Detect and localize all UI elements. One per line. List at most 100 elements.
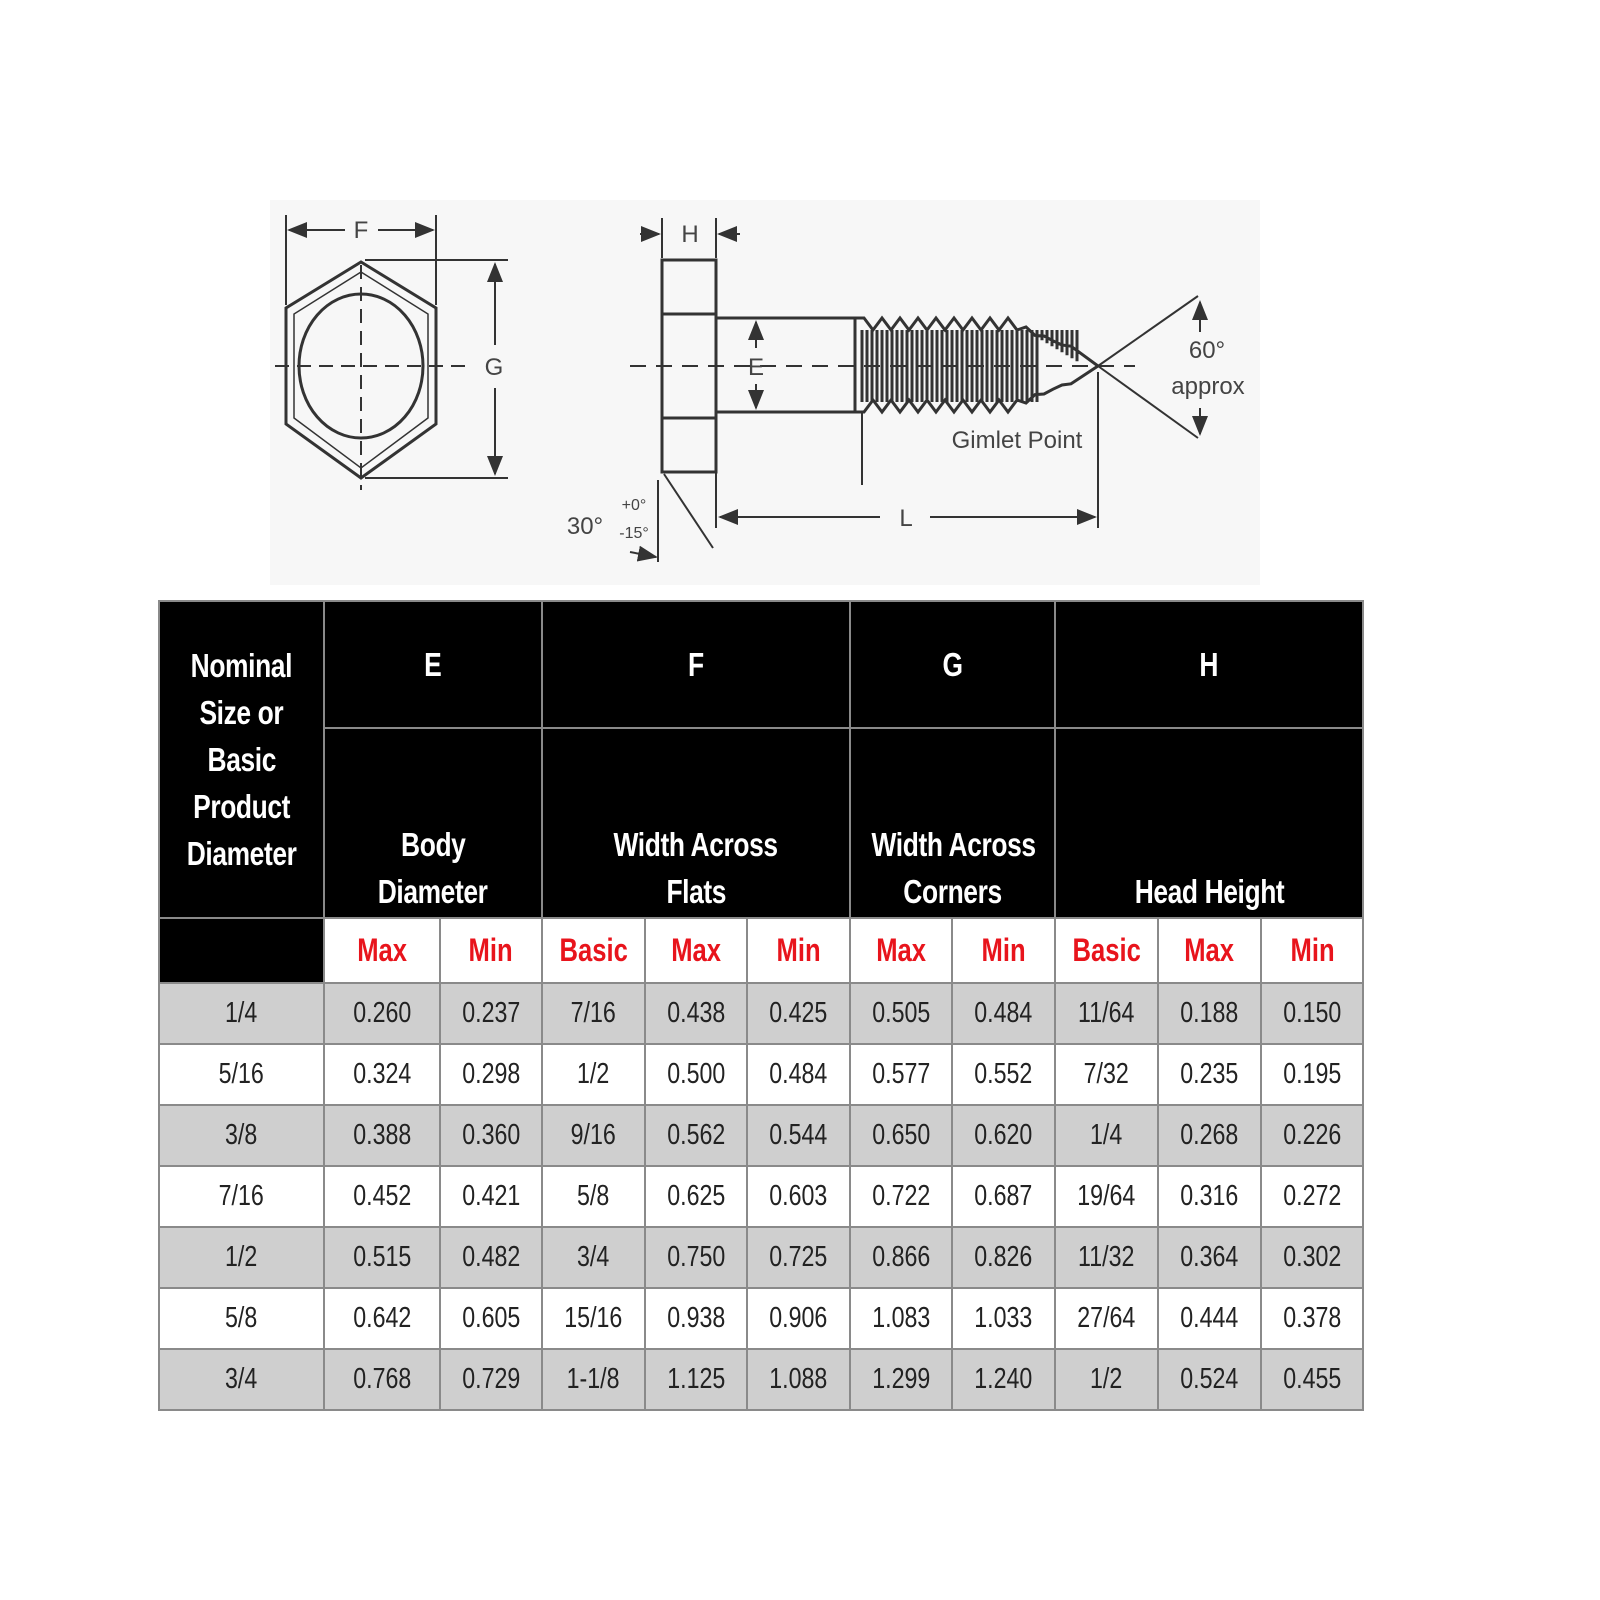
table-cell: 5/8: [541, 1165, 647, 1228]
group-letter-g: G: [849, 600, 1057, 729]
f-label: F: [354, 217, 369, 244]
table-cell: 0.605: [438, 1287, 544, 1350]
sub-header: Min: [951, 917, 1057, 984]
tolerance-plus-label: +0°: [622, 497, 647, 514]
table-row: 7/16 0.452 0.421 5/8 0.625 0.603 0.722 0.687 19/…: [158, 1165, 1365, 1228]
h-label: H: [681, 221, 698, 248]
table-cell: 11/32: [1054, 1226, 1160, 1289]
blank-header-cell: [158, 917, 325, 984]
sub-header: Min: [746, 917, 852, 984]
table-cell: 0.235: [1157, 1043, 1263, 1106]
sub-header: Max: [644, 917, 749, 984]
table-cell: 0.729: [438, 1348, 544, 1411]
table-cell: 0.866: [849, 1226, 954, 1289]
table-cell: 0.188: [1157, 982, 1263, 1045]
table-cell: 0.750: [644, 1226, 749, 1289]
table-cell: 0.237: [438, 982, 544, 1045]
group-desc-width-across-flats: Width Across Flats: [541, 727, 852, 919]
table-cell: 0.768: [323, 1348, 441, 1411]
table-cell: 0.826: [951, 1226, 1057, 1289]
table-cell: 1.083: [849, 1287, 954, 1350]
table-cell: 0.378: [1260, 1287, 1365, 1350]
table-cell: 0.438: [644, 982, 749, 1045]
lag-screw-dimension-diagram: F G H E L 60° approx Gimlet Point 30° +0…: [270, 200, 1260, 585]
table-cell: 0.260: [323, 982, 441, 1045]
chamfer-angle-label: 30°: [567, 513, 603, 540]
table-cell: 0.500: [644, 1043, 749, 1106]
table-cell: 1/2: [1054, 1348, 1160, 1411]
group-letter-e: E: [322, 600, 544, 729]
table-cell: 0.421: [438, 1165, 544, 1228]
table-cell: 0.625: [644, 1165, 749, 1228]
nominal-size-cell: 3/4: [158, 1348, 325, 1411]
sub-header: Max: [323, 917, 441, 984]
table-cell: 0.150: [1260, 982, 1365, 1045]
table-cell: 0.687: [951, 1165, 1057, 1228]
table-row: 3/8 0.388 0.360 9/16 0.562 0.544 0.650 0.620 1/4…: [158, 1104, 1365, 1167]
table-cell: 0.226: [1260, 1104, 1365, 1167]
tolerance-minus-label: -15°: [619, 525, 649, 542]
table-cell: 1.088: [746, 1348, 852, 1411]
table-cell: 0.452: [323, 1165, 441, 1228]
table-cell: 11/64: [1054, 982, 1160, 1045]
table-row: 1/2 0.515 0.482 3/4 0.750 0.725 0.866 0.826 11/3…: [158, 1226, 1365, 1289]
table-cell: 0.484: [746, 1043, 852, 1106]
table-cell: 0.360: [438, 1104, 544, 1167]
nominal-size-header: Nominal Size or Basic Product Diameter: [158, 600, 325, 919]
table-cell: 0.425: [746, 982, 852, 1045]
table-cell: 3/4: [541, 1226, 647, 1289]
table-cell: 0.603: [746, 1165, 852, 1228]
table-cell: 9/16: [541, 1104, 647, 1167]
group-letter-f: F: [541, 600, 852, 729]
table-cell: 0.324: [323, 1043, 441, 1106]
sub-header: Basic: [1054, 917, 1160, 984]
table-cell: 15/16: [541, 1287, 647, 1350]
table-cell: 1.240: [951, 1348, 1057, 1411]
table-cell: 0.482: [438, 1226, 544, 1289]
table-cell: 1.299: [849, 1348, 954, 1411]
table-cell: 0.195: [1260, 1043, 1365, 1106]
table-cell: 0.562: [644, 1104, 749, 1167]
lag-screw-dimensions-table: Nominal Size or Basic Product Diameter E…: [158, 600, 1365, 1411]
nominal-size-cell: 1/4: [158, 982, 325, 1045]
table-row: 5/16 0.324 0.298 1/2 0.500 0.484 0.577 0.552 7/3…: [158, 1043, 1365, 1106]
table-cell: 0.272: [1260, 1165, 1365, 1228]
table-cell: 19/64: [1054, 1165, 1160, 1228]
screw-side-view: [629, 218, 1208, 562]
table-cell: 0.268: [1157, 1104, 1263, 1167]
table-cell: 0.544: [746, 1104, 852, 1167]
e-label: E: [748, 354, 764, 381]
table-cell: 0.515: [323, 1226, 441, 1289]
table-cell: 0.552: [951, 1043, 1057, 1106]
nominal-size-cell: 3/8: [158, 1104, 325, 1167]
table-cell: 1-1/8: [541, 1348, 647, 1411]
g-label: G: [485, 354, 504, 381]
table-cell: 0.642: [323, 1287, 441, 1350]
group-desc-body-diameter: Body Diameter: [322, 727, 544, 919]
nominal-size-cell: 5/8: [158, 1287, 325, 1350]
l-label: L: [899, 505, 912, 532]
table-cell: 0.650: [849, 1104, 954, 1167]
table-cell: 0.906: [746, 1287, 852, 1350]
table-cell: 0.505: [849, 982, 954, 1045]
nominal-size-cell: 5/16: [158, 1043, 325, 1106]
table-cell: 0.484: [951, 982, 1057, 1045]
approx-label: approx: [1171, 373, 1244, 400]
table-cell: 0.298: [438, 1043, 544, 1106]
sub-header: Basic: [541, 917, 647, 984]
head-front-view: [275, 215, 508, 490]
table-row: 3/4 0.768 0.729 1-1/8 1.125 1.088 1.299 1.240 1/…: [158, 1348, 1365, 1411]
table-cell: 7/16: [541, 982, 647, 1045]
table-cell: 0.620: [951, 1104, 1057, 1167]
table-cell: 0.316: [1157, 1165, 1263, 1228]
sub-header: Min: [1260, 917, 1365, 984]
table-cell: 1.125: [644, 1348, 749, 1411]
table-cell: 0.302: [1260, 1226, 1365, 1289]
nominal-size-cell: 1/2: [158, 1226, 325, 1289]
table-cell: 0.722: [849, 1165, 954, 1228]
table-cell: 0.725: [746, 1226, 852, 1289]
table-row: 5/8 0.642 0.605 15/16 0.938 0.906 1.083 1.033 27…: [158, 1287, 1365, 1350]
nominal-size-cell: 7/16: [158, 1165, 325, 1228]
table-cell: 27/64: [1054, 1287, 1160, 1350]
table-cell: 1/4: [1054, 1104, 1160, 1167]
